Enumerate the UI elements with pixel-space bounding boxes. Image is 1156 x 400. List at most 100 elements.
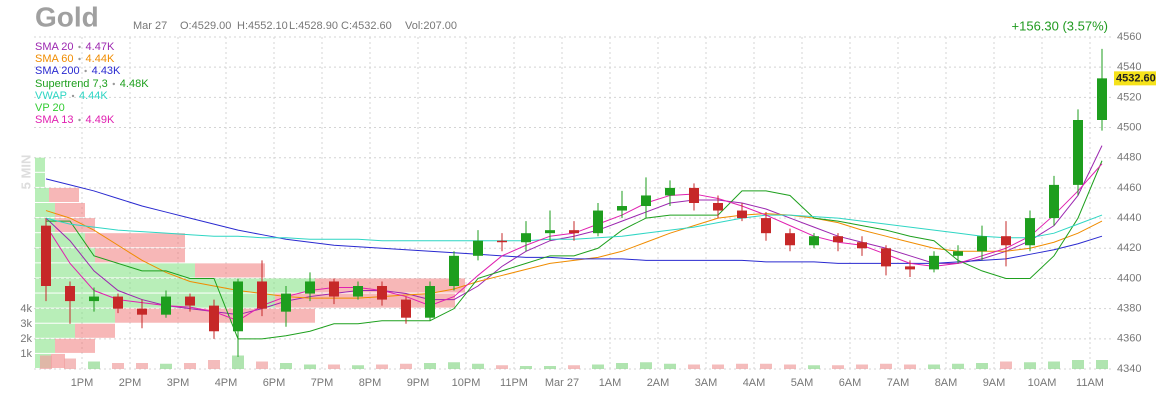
x-tick-label: 4AM <box>743 377 766 389</box>
profile-bar-up <box>35 187 49 202</box>
profile-bar-up <box>35 323 75 338</box>
volume-tick-label: 4k <box>20 303 32 315</box>
profile-bar-up <box>35 308 115 323</box>
volume-bar <box>280 363 292 369</box>
volume-bar <box>1048 361 1060 369</box>
ohlc-label: L:4528.90 <box>289 20 338 32</box>
candle-body <box>185 296 195 306</box>
legend-value: 4.49K <box>86 114 115 126</box>
legend-separator <box>78 45 81 49</box>
y-tick-label: 4540 <box>1117 61 1141 73</box>
profile-bar-down <box>55 203 85 218</box>
volume-bar <box>712 364 724 369</box>
candle-body <box>929 255 939 270</box>
y-tick-label: 4400 <box>1117 272 1141 284</box>
candle-body <box>65 286 75 302</box>
x-tick-label: 11AM <box>1076 377 1104 389</box>
volume-bar <box>880 363 892 369</box>
y-tick-label: 4380 <box>1117 303 1141 315</box>
x-tick-label: 10AM <box>1028 377 1057 389</box>
volume-bar <box>208 360 220 369</box>
volume-bar <box>928 364 940 369</box>
volume-bar <box>64 358 76 369</box>
y-tick-label: 4360 <box>1117 333 1141 345</box>
candle-body <box>545 230 555 234</box>
legend-name: SMA 60 <box>35 53 74 65</box>
candle-body <box>113 296 123 309</box>
legend-value: 4.44K <box>79 90 108 102</box>
legend-separator <box>71 94 75 98</box>
volume-bar <box>352 365 364 369</box>
indicator-line <box>45 210 1103 299</box>
candle-body <box>473 240 483 256</box>
x-tick-label: 7PM <box>311 377 334 389</box>
candle-body <box>89 296 99 302</box>
volume-bar <box>88 361 100 369</box>
profile-bar-up <box>35 263 195 278</box>
candle-body <box>353 286 363 297</box>
interval-label: 5 MIN <box>18 155 33 190</box>
candle-body <box>1073 120 1083 185</box>
y-tick-label: 4340 <box>1117 363 1141 375</box>
y-tick-label: 4500 <box>1117 121 1141 133</box>
profile-bar-down <box>49 187 79 202</box>
candle-body <box>281 293 291 312</box>
x-tick-label: 9AM <box>983 377 1006 389</box>
legend-name: SMA 200 <box>35 65 80 77</box>
x-tick-label: 3PM <box>167 377 190 389</box>
candle-body <box>401 299 411 318</box>
candle-body <box>1049 184 1059 219</box>
x-tick-label: 2AM <box>647 377 670 389</box>
volume-bar <box>424 363 436 369</box>
change-label: +156.30 (3.57%) <box>1012 18 1108 33</box>
candle-body <box>833 236 843 243</box>
candle-body <box>881 248 891 267</box>
volume-bar <box>1024 362 1036 369</box>
volume-bar <box>496 365 508 369</box>
volume-bar <box>736 363 748 369</box>
candle-body <box>737 210 747 219</box>
x-tick-label: 7AM <box>887 377 910 389</box>
volume-bar <box>40 355 52 369</box>
candle-body <box>953 251 963 256</box>
volume-bar <box>112 363 124 369</box>
volume-bar <box>1000 361 1012 369</box>
volume-bar <box>1096 360 1108 369</box>
x-tick-label: 8PM <box>359 377 382 389</box>
profile-bar-up <box>35 157 45 172</box>
volume-bar <box>400 363 412 369</box>
x-tick-label: 2PM <box>119 377 142 389</box>
x-tick-label: 10PM <box>452 377 481 389</box>
legend-name: Supertrend 7,3 <box>35 78 108 90</box>
legend-separator <box>112 82 115 86</box>
profile-bar-down <box>75 323 115 338</box>
candle-body <box>377 286 387 300</box>
profile-bar-down <box>195 263 265 278</box>
x-tick-label: 6AM <box>839 377 862 389</box>
last-price-box <box>1114 71 1156 86</box>
candle-body <box>785 233 795 246</box>
candle-body <box>1025 218 1035 246</box>
volume-bar <box>520 366 532 369</box>
volume-tick-label: 1k <box>20 348 32 360</box>
profile-bar-up <box>35 338 55 353</box>
candle-body <box>41 225 51 286</box>
x-tick-label: Mar 27 <box>545 377 579 389</box>
y-tick-label: 4460 <box>1117 182 1141 194</box>
legend-separator <box>84 69 87 73</box>
volume-bar <box>472 363 484 369</box>
legend-name: VWAP <box>35 90 67 102</box>
chart-title: Gold <box>35 1 99 32</box>
candle-body <box>257 281 267 309</box>
x-tick-label: 6PM <box>263 377 286 389</box>
volume-bar <box>448 362 460 369</box>
volume-bar <box>904 364 916 369</box>
volume-bar <box>856 364 868 369</box>
volume-tick-label: 2k <box>20 333 32 345</box>
volume-bar <box>808 365 820 369</box>
candle-body <box>137 308 147 315</box>
candle-body <box>977 236 987 252</box>
volume-tick-label: 3k <box>20 318 32 330</box>
